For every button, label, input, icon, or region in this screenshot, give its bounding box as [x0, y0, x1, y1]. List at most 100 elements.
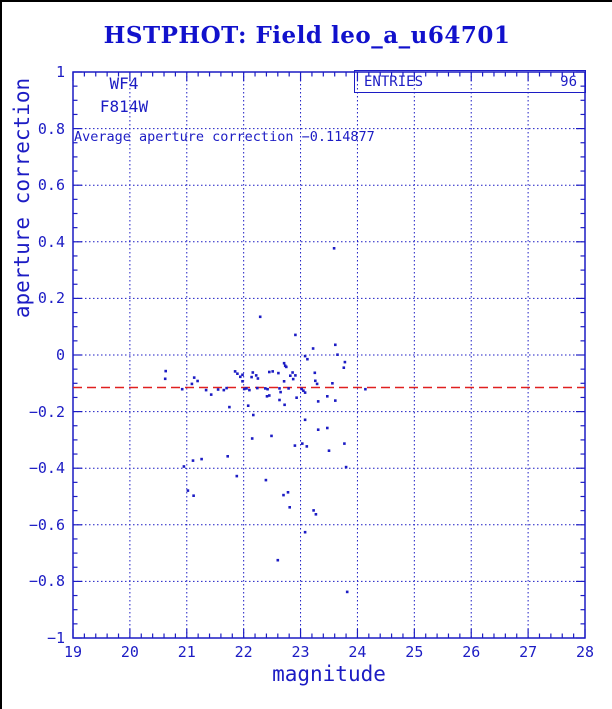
data-point [226, 455, 229, 458]
data-point [332, 247, 336, 250]
data-point [191, 459, 195, 462]
data-point [336, 353, 339, 356]
x-tick-label: 24 [348, 643, 367, 661]
entries-value: 96 [560, 73, 577, 90]
data-point [331, 382, 334, 385]
data-point [228, 405, 231, 409]
data-point [192, 494, 195, 497]
data-point [250, 437, 254, 440]
data-point [248, 388, 251, 392]
data-point [287, 387, 290, 390]
data-point [291, 377, 295, 381]
data-point [302, 389, 305, 392]
data-point [268, 370, 271, 374]
data-point [303, 391, 307, 394]
data-point [265, 395, 269, 398]
data-point [278, 398, 281, 402]
data-point [241, 373, 244, 377]
data-point [344, 465, 348, 469]
data-point [343, 442, 346, 445]
data-point [301, 442, 304, 445]
y-tick-label: −0.8 [28, 572, 65, 591]
data-point [295, 396, 298, 399]
data-point [282, 361, 286, 365]
data-point [343, 360, 347, 364]
data-point [342, 366, 346, 369]
data-point [266, 387, 269, 391]
data-point [283, 403, 286, 407]
data-point [271, 370, 274, 373]
data-point [313, 371, 317, 375]
data-point [264, 387, 267, 390]
data-point [252, 413, 255, 417]
x-tick-label: 19 [63, 643, 83, 661]
y-tick-label: −1 [46, 629, 65, 647]
data-point [182, 465, 186, 468]
data-point [277, 371, 280, 375]
y-tick-label: 0 [55, 346, 65, 364]
data-point [293, 444, 297, 447]
data-point [270, 434, 273, 438]
x-tick-label: 26 [462, 643, 481, 661]
data-point [216, 388, 220, 391]
data-point [345, 590, 349, 594]
data-point [268, 394, 271, 397]
data-point [190, 382, 194, 386]
data-point [200, 457, 203, 461]
data-point [314, 513, 318, 516]
y-tick-label: 0.2 [37, 289, 65, 308]
data-point [279, 390, 282, 394]
x-tick-label: 25 [405, 643, 424, 661]
camera-chip-label: WF4 [109, 74, 139, 93]
y-tick-label: 0.8 [37, 119, 65, 138]
data-point [294, 333, 297, 337]
filter-label: F814W [99, 97, 149, 116]
data-point [164, 369, 167, 373]
data-point [256, 386, 259, 390]
y-axis-title: aperture correction [10, 77, 34, 319]
data-point [312, 509, 315, 512]
data-point [316, 428, 320, 431]
data-point [326, 395, 329, 398]
data-point [225, 386, 228, 390]
data-point [334, 399, 337, 402]
data-point [264, 478, 268, 482]
data-point [286, 491, 290, 494]
data-point [306, 357, 309, 361]
y-tick-label: 0.4 [37, 232, 65, 251]
y-tick-label: −0.2 [28, 402, 65, 421]
data-point [204, 388, 208, 392]
data-point [282, 380, 286, 383]
chart-title: HSTPHOT: Field leo_a_u64701 [103, 22, 511, 49]
data-point [334, 343, 337, 347]
y-tick-label: −0.4 [28, 459, 65, 478]
data-point [315, 382, 319, 386]
data-point [303, 530, 307, 534]
data-point [241, 380, 244, 383]
data-point [282, 493, 285, 497]
x-tick-label: 20 [120, 643, 139, 661]
data-point [233, 370, 237, 373]
data-point [254, 374, 258, 377]
data-point [196, 379, 199, 383]
data-point [316, 400, 320, 403]
data-point [222, 388, 226, 392]
data-point [258, 315, 262, 319]
data-point [242, 387, 246, 391]
data-point [192, 376, 196, 379]
x-tick-label: 22 [234, 643, 253, 661]
x-tick-label: 21 [177, 643, 196, 661]
data-point [180, 387, 184, 391]
data-point [163, 377, 167, 381]
data-point [256, 377, 260, 380]
data-point [364, 387, 367, 391]
x-tick-label: 23 [291, 643, 310, 661]
data-point [239, 375, 242, 379]
data-point [251, 371, 255, 374]
data-point [300, 387, 303, 391]
data-point [326, 426, 329, 430]
data-point [294, 374, 297, 377]
data-point [303, 354, 307, 358]
